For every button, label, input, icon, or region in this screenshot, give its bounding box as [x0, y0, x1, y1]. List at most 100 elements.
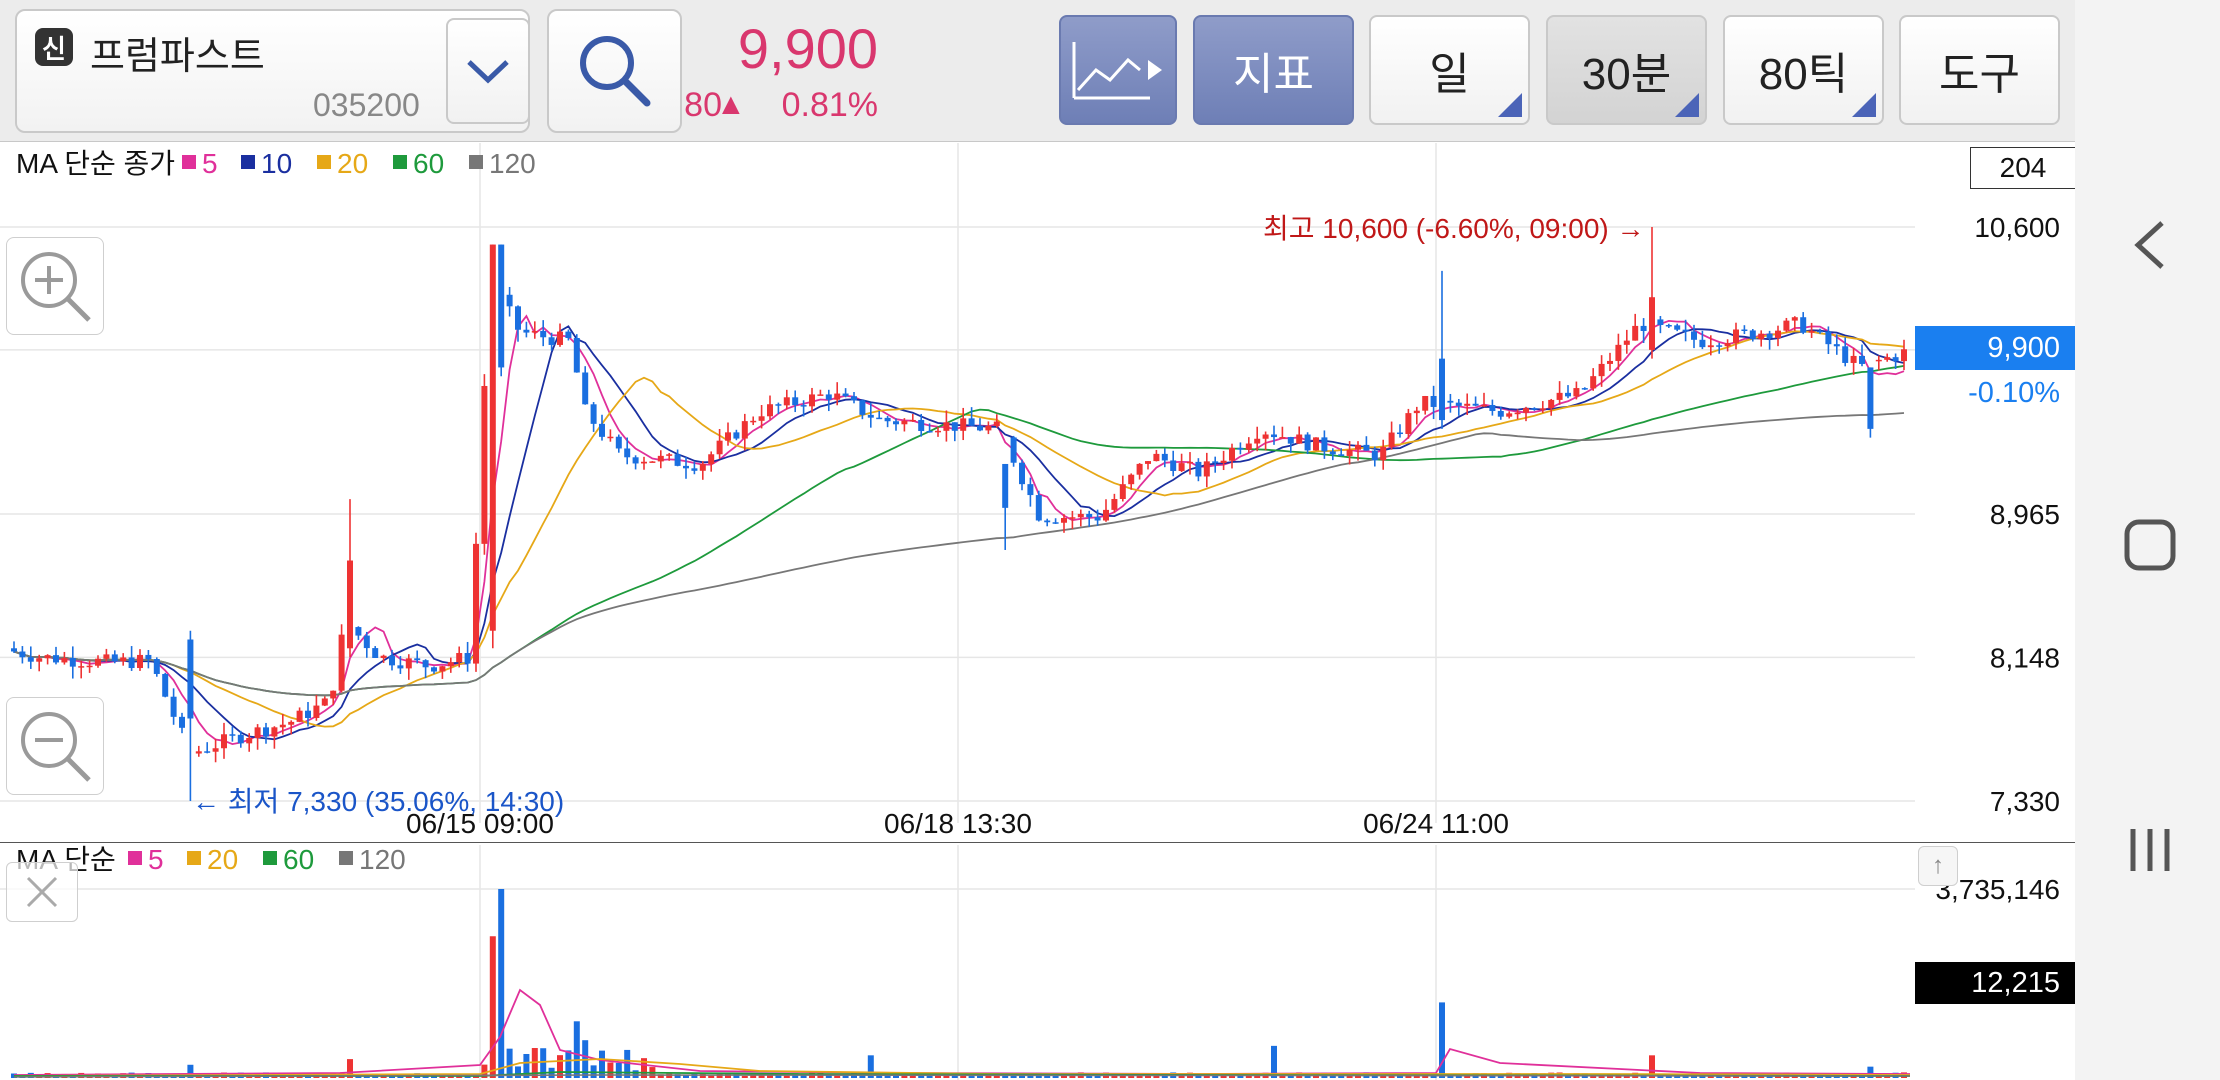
volume-bar	[1716, 1075, 1723, 1078]
x-tick-label: 06/18 13:30	[884, 808, 1032, 839]
y-tick-label: 10,600	[1974, 212, 2060, 243]
candle-body	[1699, 339, 1706, 348]
volume-bar	[632, 1070, 639, 1078]
scroll-up-button[interactable]: ↑	[1918, 846, 1958, 886]
volume-bar	[1464, 1075, 1471, 1078]
volume-bar	[1439, 1002, 1445, 1078]
y-tick-label: 7,330	[1990, 786, 2060, 817]
volume-bar	[800, 1074, 807, 1078]
candle-body	[78, 666, 85, 668]
legend-swatch	[241, 155, 255, 169]
volume-bar	[1430, 1075, 1437, 1078]
candle-body	[1212, 461, 1219, 463]
android-nav-bar	[2075, 0, 2220, 1080]
candle-body	[1405, 413, 1412, 434]
candle-body	[1615, 344, 1622, 361]
price-chart[interactable]: MA 단순 종가 5 10 20 60 120 10,600 8,965 8,148 7,330…	[0, 143, 2075, 843]
tools-button[interactable]: 도구	[1899, 15, 2060, 125]
stock-selector[interactable]: 신 프럼파스트 035200	[15, 9, 530, 133]
legend-swatch	[187, 851, 201, 865]
period-day-button[interactable]: 일	[1369, 15, 1530, 125]
up-arrow-icon: ▲	[716, 88, 746, 121]
candle-body	[103, 654, 110, 659]
volume-bar	[1287, 1075, 1294, 1078]
candle-body	[1749, 330, 1756, 340]
search-button[interactable]	[547, 9, 682, 133]
candle-body	[1170, 460, 1177, 471]
candle-body	[1640, 325, 1647, 331]
candle-body	[1447, 400, 1454, 403]
candle-body	[1380, 446, 1387, 461]
candle-body	[1649, 297, 1655, 350]
candle-body	[431, 667, 437, 672]
candle-body	[1665, 324, 1672, 327]
volume-bar	[733, 1073, 740, 1078]
chart-type-button[interactable]	[1059, 15, 1177, 125]
legend-swatch	[317, 155, 331, 169]
back-chevron-icon	[2134, 221, 2164, 269]
low-annotation: ← 최저 7,330 (35.06%, 14:30)	[192, 786, 564, 817]
stock-dropdown-button[interactable]	[446, 18, 530, 124]
candle-body	[573, 338, 580, 373]
candle-body	[809, 394, 815, 407]
candle-body	[968, 418, 975, 426]
candle-body	[27, 657, 34, 662]
candle-body	[1632, 325, 1639, 341]
volume-bar	[1195, 1075, 1202, 1078]
visible-count-box[interactable]: 204	[1970, 147, 2076, 189]
candle-body	[1548, 399, 1555, 409]
candle-body	[943, 422, 950, 431]
candle-body	[1069, 517, 1076, 519]
candle-body	[1657, 319, 1664, 325]
legend-swatch	[182, 155, 196, 169]
volume-bar	[657, 1074, 664, 1078]
volume-chart[interactable]: MA 단순 5 20 60 120 3,735,146	[0, 845, 2075, 1080]
candle-body	[439, 666, 446, 672]
candle-body	[1077, 513, 1084, 518]
recents-button[interactable]	[2115, 815, 2185, 885]
volume-bar	[842, 1075, 849, 1078]
candle-body	[683, 465, 689, 469]
volume-bar	[893, 1074, 899, 1078]
candle-body	[641, 461, 647, 464]
candle-body	[380, 655, 387, 658]
home-button[interactable]	[2115, 510, 2185, 580]
volume-bar	[1061, 1075, 1067, 1078]
candle-body	[599, 423, 605, 437]
candle-body	[1598, 363, 1605, 377]
candle-body	[1439, 358, 1445, 421]
candle-body	[61, 657, 68, 663]
legend-label: 5	[202, 148, 218, 179]
candle-body	[1010, 437, 1017, 463]
candle-body	[1027, 484, 1034, 496]
close-volume-button[interactable]	[6, 862, 78, 922]
credit-badge: 신	[35, 28, 73, 66]
volume-bar	[624, 1049, 631, 1078]
volume-bar	[1229, 1076, 1235, 1078]
candle-body	[338, 634, 345, 691]
candle-body	[523, 329, 530, 333]
back-button[interactable]	[2115, 210, 2185, 280]
zoom-in-button[interactable]	[6, 237, 104, 335]
candle-body	[1153, 453, 1160, 462]
candle-body	[1497, 410, 1504, 417]
volume-bar	[565, 1050, 572, 1078]
candle-body	[1002, 463, 1009, 508]
candle-body	[632, 457, 639, 464]
indicator-button[interactable]: 지표	[1193, 15, 1354, 125]
candle-body	[363, 635, 370, 649]
candle-body	[1539, 408, 1546, 410]
candle-body	[657, 455, 664, 462]
candle-body	[1128, 474, 1135, 485]
candle-body	[506, 294, 513, 307]
candle-body	[195, 751, 202, 754]
candle-body	[321, 698, 328, 706]
candle-body	[1187, 461, 1193, 464]
volume-bar	[573, 1021, 580, 1078]
zoom-out-button[interactable]	[6, 697, 104, 795]
candle-body	[1019, 462, 1025, 485]
legend-label: 60	[413, 148, 444, 179]
volume-bar	[1346, 1075, 1353, 1078]
period-80tick-button[interactable]: 80틱	[1723, 15, 1884, 125]
period-30min-button[interactable]: 30분	[1546, 15, 1707, 125]
